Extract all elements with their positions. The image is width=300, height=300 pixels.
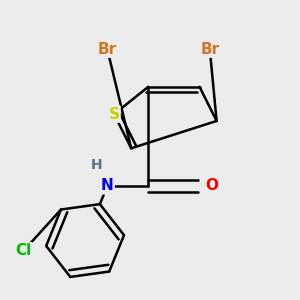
Text: N: N (101, 178, 114, 194)
Text: Br: Br (98, 42, 117, 57)
Text: Cl: Cl (16, 243, 32, 258)
Text: S: S (109, 106, 120, 122)
Text: Br: Br (200, 42, 219, 57)
Text: O: O (205, 178, 218, 194)
Text: H: H (91, 158, 103, 172)
